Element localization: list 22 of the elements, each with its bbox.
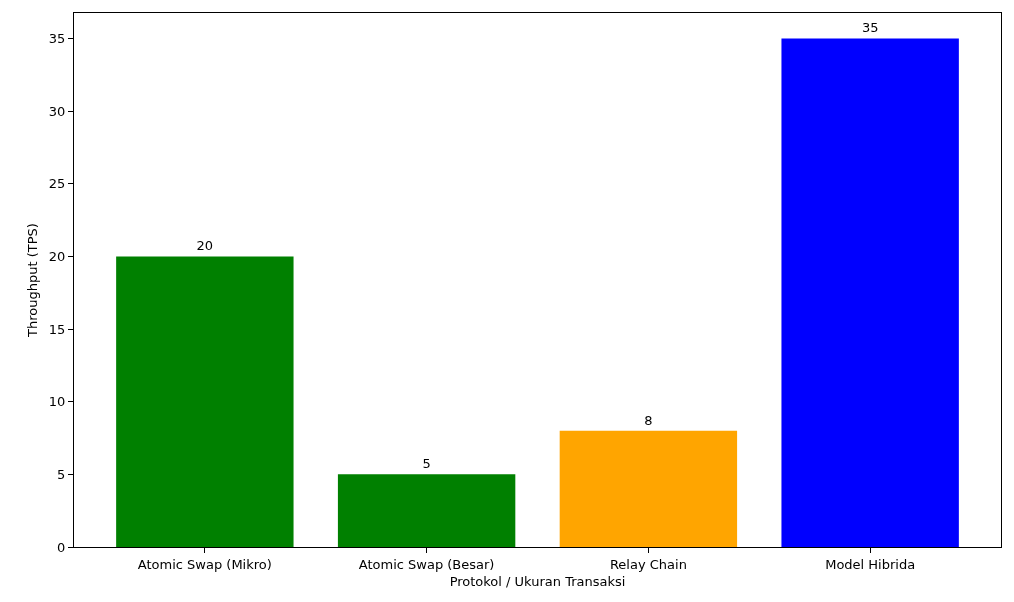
y-axis-title: Throughput (TPS) bbox=[24, 223, 40, 338]
bar bbox=[337, 474, 516, 547]
x-tick-label: Atomic Swap (Mikro) bbox=[137, 556, 272, 572]
x-tick-label: Model Hibrida bbox=[825, 556, 916, 572]
y-tick-label: 20 bbox=[48, 248, 66, 264]
y-tick-label: 5 bbox=[57, 466, 66, 482]
y-tick-label: 35 bbox=[48, 30, 66, 46]
y-tick-label: 30 bbox=[48, 103, 66, 119]
data-label: 5 bbox=[422, 456, 431, 472]
data-label: 35 bbox=[861, 20, 879, 36]
x-axis-title: Protokol / Ukuran Transaksi bbox=[449, 574, 626, 590]
y-tick-label: 10 bbox=[48, 394, 66, 410]
bar bbox=[559, 430, 738, 547]
bar bbox=[116, 256, 294, 547]
y-tick-label: 0 bbox=[57, 539, 66, 555]
y-tick-label: 15 bbox=[48, 321, 66, 337]
x-tick-label: Relay Chain bbox=[609, 556, 687, 572]
y-tick-label: 25 bbox=[48, 176, 66, 192]
bar bbox=[781, 38, 959, 547]
x-tick-label: Atomic Swap (Besar) bbox=[358, 556, 495, 572]
data-label: 8 bbox=[644, 412, 653, 428]
data-label: 20 bbox=[196, 238, 214, 254]
